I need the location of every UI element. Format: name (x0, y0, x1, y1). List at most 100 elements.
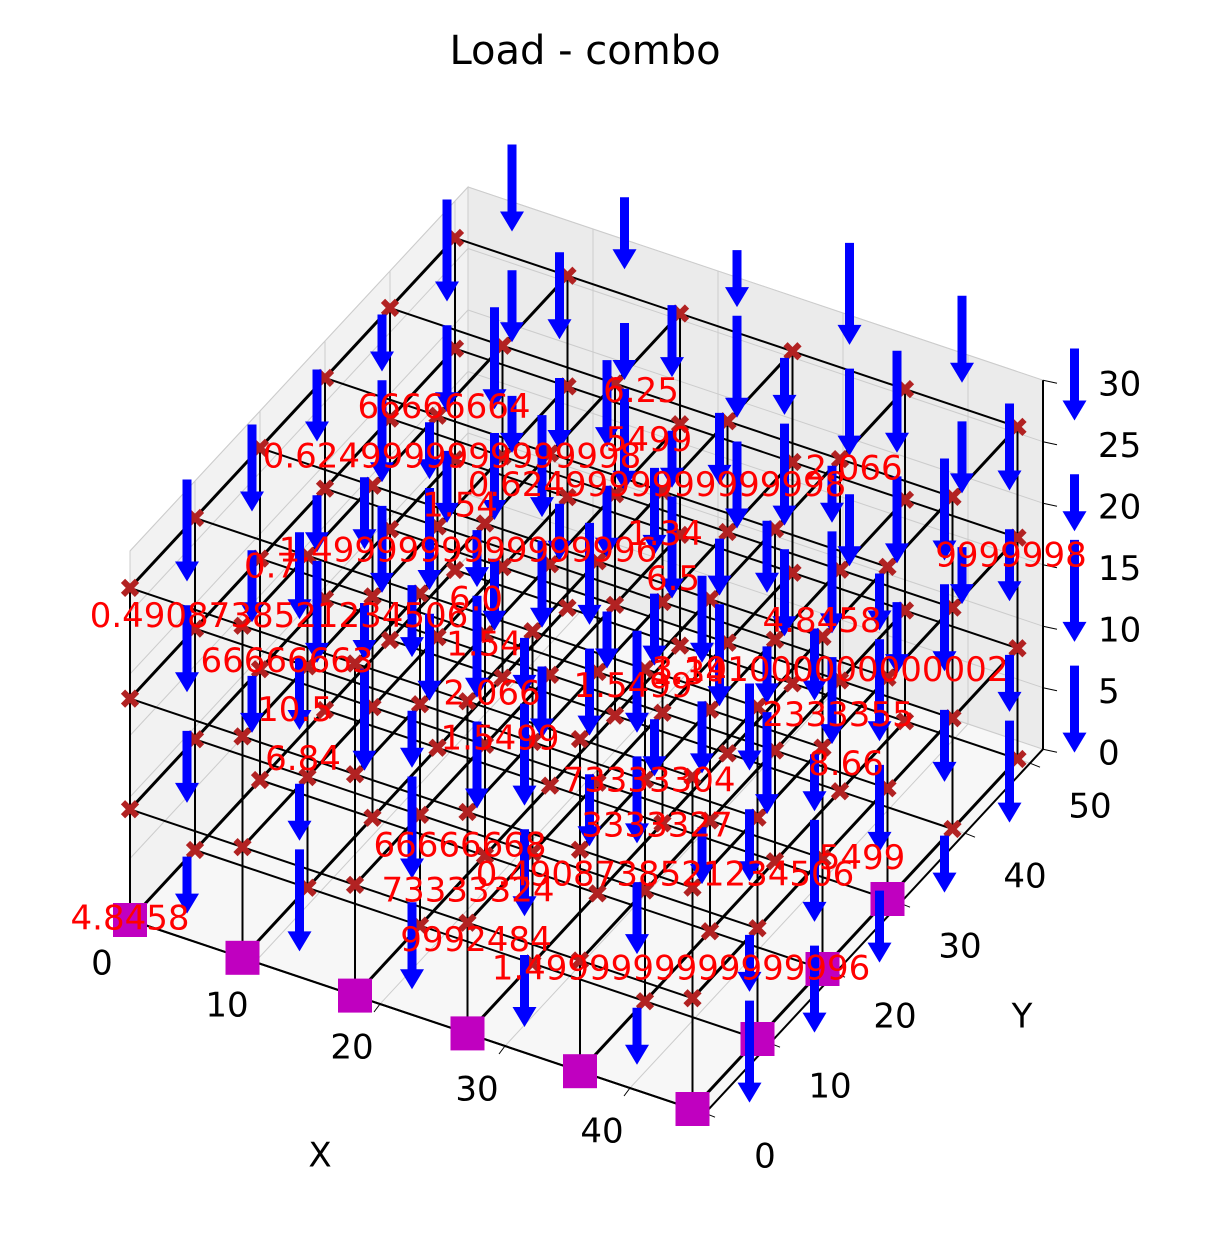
load-arrow-head (755, 572, 779, 593)
load-arrow-head (867, 831, 892, 852)
z-tick-label: 15 (1098, 549, 1141, 589)
load-label: 0.7 (244, 547, 298, 587)
x-tick-label: 10 (205, 986, 248, 1026)
load-arrow-head (595, 648, 619, 669)
load-arrow-head (1062, 511, 1087, 532)
load-arrow-head (417, 570, 442, 590)
z-tick-label: 10 (1098, 611, 1141, 651)
load-arrow-head (417, 680, 442, 701)
load-arrow-head (690, 753, 714, 774)
y-tick-label: 0 (754, 1137, 776, 1177)
node (700, 922, 720, 941)
node (540, 776, 560, 795)
load-label: 2333355 (762, 695, 913, 735)
node (428, 406, 447, 425)
load-arrow-head (240, 602, 264, 623)
load-label: 4.8458 (763, 601, 882, 641)
member (389, 528, 953, 720)
node (345, 654, 365, 673)
load-label: 1.4999999999999996 (492, 949, 871, 989)
load-arrow-head (612, 249, 637, 270)
node (315, 479, 335, 498)
load-arrow-head (997, 581, 1022, 602)
load-arrow-head (577, 604, 602, 625)
load-arrow-head (400, 637, 424, 658)
tick-mark (1042, 748, 1058, 753)
tick-mark (623, 1087, 631, 1097)
load-arrow-head (175, 672, 199, 693)
node (185, 840, 205, 860)
load-arrow-head (950, 584, 974, 605)
grid-line (629, 723, 969, 1089)
y-tick-label: 40 (1003, 857, 1046, 897)
load-arrow-head (950, 362, 974, 383)
load-label: 6.25 (603, 371, 679, 411)
load-arrow-head (175, 893, 199, 914)
load-arrow-head (305, 642, 329, 663)
load-arrow-head (465, 567, 489, 588)
node (345, 875, 365, 895)
node (558, 487, 577, 507)
load-label: 73333304 (562, 760, 735, 800)
load-arrow-head (530, 607, 554, 628)
load-arrow-head (465, 677, 489, 698)
load-label: 3.191000000000002 (652, 650, 1009, 690)
node (683, 989, 702, 1008)
z-tick-label: 30 (1098, 365, 1141, 405)
load-arrow-head (352, 640, 377, 660)
node (1008, 639, 1027, 658)
load-arrow-head (997, 691, 1022, 712)
node (458, 802, 477, 822)
node (830, 449, 850, 469)
node (570, 729, 590, 749)
load-arrow-head (175, 782, 199, 803)
member (324, 376, 888, 568)
member (194, 738, 758, 930)
load-arrow-head (837, 546, 862, 567)
node (683, 767, 702, 787)
load-label: 0.6249999999999998 (263, 436, 642, 476)
member (129, 586, 693, 778)
node (458, 692, 477, 711)
load-arrow-head (737, 861, 762, 882)
member (324, 487, 888, 679)
load-arrow-head (885, 654, 909, 675)
load-arrow-head (482, 610, 507, 631)
node (783, 342, 802, 361)
load-arrow-head (500, 211, 524, 232)
x-tick-label: 40 (580, 1112, 623, 1152)
load-arrow-head (820, 724, 844, 745)
load-label: 4.8458 (71, 899, 190, 939)
support (675, 1092, 710, 1126)
node (233, 616, 252, 635)
x-tick-label: 30 (455, 1070, 498, 1110)
chart-title: Load - combo (449, 28, 720, 74)
load-label: 8.66 (808, 744, 884, 784)
load-arrow-head (707, 464, 732, 485)
load-arrow-head (1062, 732, 1087, 753)
load-arrow-head (867, 942, 892, 963)
load-label: 0.4908738521234506 (90, 596, 469, 636)
node (363, 587, 382, 606)
load-label: 66666664 (357, 387, 530, 427)
load-arrow-head (370, 462, 394, 483)
load-arrow-head (802, 1012, 827, 1033)
load-arrow-head (707, 686, 732, 707)
load-arrow-head (725, 287, 749, 308)
load-label: 6.0 (449, 580, 503, 620)
load-arrow-head (642, 645, 667, 666)
load-arrow-head (755, 683, 779, 704)
node (298, 767, 317, 787)
load-arrow-head (547, 540, 572, 561)
load-arrow-head (625, 712, 649, 733)
load-arrow-head (997, 802, 1022, 823)
member (259, 779, 823, 970)
load-label: 66666663 (200, 641, 373, 681)
load-label: 1.34 (627, 514, 703, 554)
load-label: 1.5499 (574, 666, 693, 706)
member (259, 557, 823, 749)
load-label: 6.84 (265, 739, 341, 779)
load-arrow-head (737, 1082, 762, 1103)
tick-mark (1042, 625, 1058, 630)
